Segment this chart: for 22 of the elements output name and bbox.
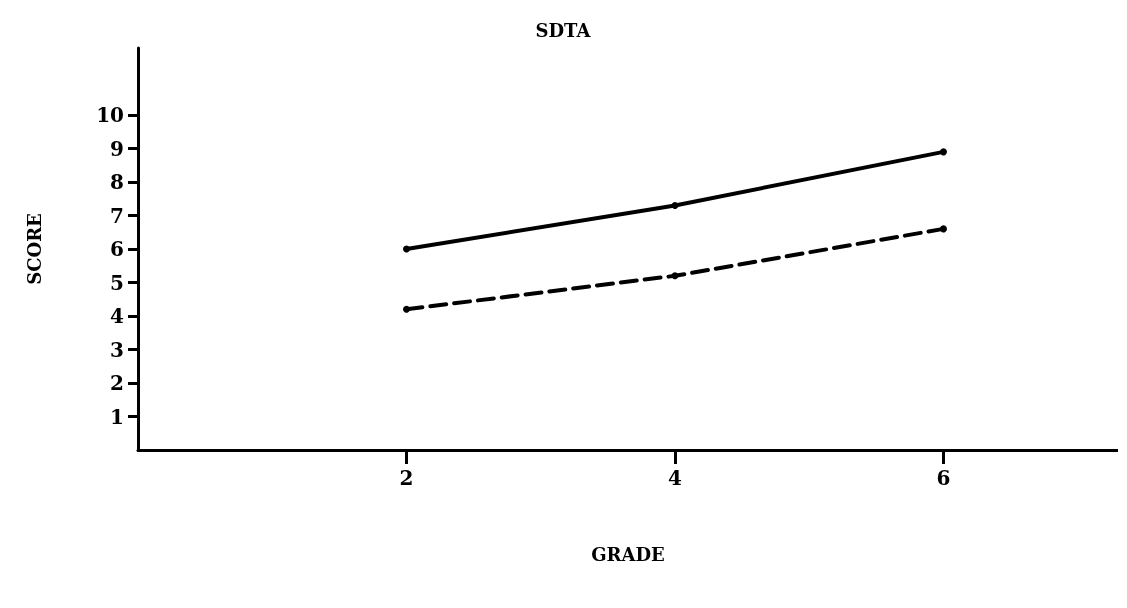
chart-title: SDTA — [535, 19, 592, 41]
y-tick-label: 4 — [110, 304, 125, 328]
point — [671, 201, 679, 209]
y-tick-label: 9 — [110, 136, 124, 161]
y-tick-label: 5 — [110, 270, 124, 295]
y-tick-label: 3 — [110, 337, 124, 362]
y-tick-label: 10 — [96, 103, 124, 127]
y-tick-label: 1 — [110, 404, 124, 429]
y-tick-label: 6 — [110, 237, 124, 261]
y-tick-label: 8 — [110, 170, 124, 194]
point — [403, 305, 410, 313]
point — [939, 225, 947, 233]
x-axis-title: GRADE — [591, 543, 665, 565]
y-tick-label: 7 — [110, 203, 124, 228]
x-tick-label: 2 — [399, 466, 414, 490]
y-tick-label: 2 — [110, 371, 124, 395]
x-tick-label: 4 — [668, 466, 683, 490]
point — [939, 148, 947, 156]
point — [671, 272, 679, 280]
y-axis-title: SCORE — [23, 213, 45, 285]
point — [403, 245, 410, 253]
x-tick-label: 6 — [936, 466, 951, 490]
